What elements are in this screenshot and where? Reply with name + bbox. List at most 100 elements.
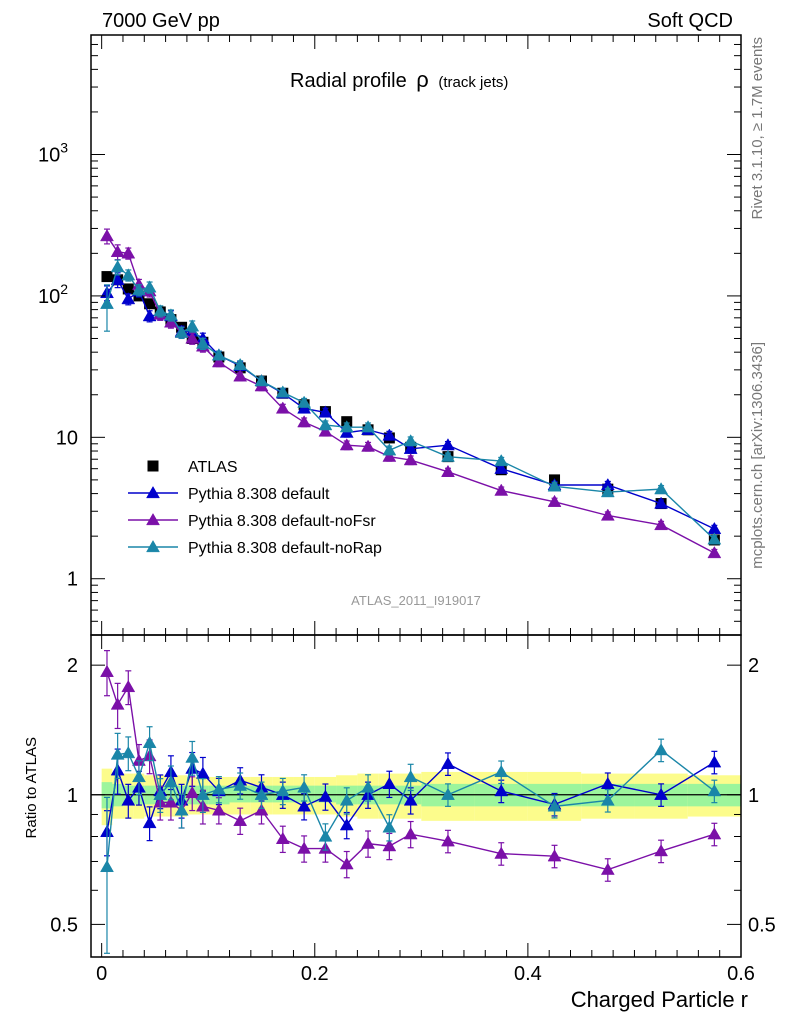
ratio-y-tick-label: 0.5: [50, 914, 78, 936]
ratio-series-2-point: [142, 735, 157, 748]
legend-label: ATLAS: [188, 459, 238, 476]
series-0-point: [122, 283, 134, 295]
ratio-series-2-point: [153, 787, 168, 800]
series-2-point: [275, 401, 290, 414]
series-3-point: [233, 357, 248, 371]
analysis-watermark: ATLAS_2011_I919017: [351, 593, 481, 608]
ratio-series-0-point: [441, 756, 455, 769]
series-1-point: [121, 292, 136, 305]
ratio-series-2-point: [233, 778, 248, 791]
ratio-series-0-point: [403, 793, 418, 806]
y-tick-label: 102: [38, 281, 68, 308]
series-3-point: [174, 325, 189, 338]
series-3-point: [100, 296, 114, 309]
ratio-series-2-point: [211, 782, 226, 795]
ratio-series-0-point: [339, 818, 354, 831]
series-3-point: [707, 532, 722, 545]
ratio-series-0-point: [494, 784, 509, 797]
series-2-point: [600, 508, 615, 521]
ratio-series-2-point: [132, 769, 146, 783]
header-right: Soft QCD: [647, 10, 733, 32]
ratio-series-0-point: [600, 776, 615, 790]
ratio-series-2-point: [174, 803, 189, 816]
main-plot-marks: [100, 228, 722, 559]
series-2-point: [339, 438, 354, 451]
series-1-point: [494, 461, 509, 474]
ratio-series-0-point: [382, 776, 397, 790]
main-plot-ticks: 1 10 102 103: [38, 34, 742, 636]
x-tick-label: 0: [96, 963, 107, 985]
ratio-series-2-point: [654, 743, 669, 756]
series-3-point: [211, 348, 226, 361]
series-3-point: [318, 418, 333, 431]
series-1-point: [441, 438, 455, 451]
ratio-series-0-point: [142, 815, 157, 829]
series-2-point: [318, 424, 333, 437]
ratio-series-1-point: [600, 862, 615, 875]
series-2-point: [211, 355, 226, 368]
series-3-point: [441, 449, 455, 462]
series-1-point: [707, 521, 722, 535]
series-3-point: [361, 420, 375, 433]
ratio-series-1-point: [339, 857, 354, 870]
ratio-series-2-point: [441, 787, 455, 800]
ratio-series-0-point: [121, 793, 136, 806]
ratio-y-tick-label-right: 1: [748, 785, 759, 807]
series-2-point: [707, 546, 722, 559]
header-left: 7000 GeV pp: [102, 10, 220, 32]
ratio-series-1-point: [100, 664, 114, 677]
y-tick-label: 10: [56, 427, 78, 449]
ratio-series-0-point: [654, 787, 669, 800]
series-3-point: [600, 485, 615, 498]
ratio-y-tick-label-right: 2: [748, 655, 759, 677]
ratio-series-1-point: [707, 827, 722, 840]
series-2-point: [100, 229, 114, 242]
ratio-series-1-point: [163, 795, 178, 808]
ratio-series-2-point: [547, 799, 562, 812]
legend-marker: [146, 539, 160, 553]
series-2-line: [106, 235, 715, 554]
series-1-point: [142, 309, 157, 322]
ratio-y-tick-label-right: 0.5: [748, 914, 776, 936]
series-2-point: [233, 369, 248, 382]
series-3-point: [254, 374, 269, 387]
series-2-point: [494, 483, 509, 496]
ratio-series-2-point: [297, 780, 312, 793]
ratio-series-2-point: [185, 750, 200, 763]
ratio-series-1-point: [110, 697, 125, 710]
series-3-point: [654, 482, 669, 495]
ratio-series-2-point: [121, 746, 136, 759]
ratio-series-1-point: [361, 836, 375, 849]
ratio-series-1-point: [233, 813, 248, 826]
series-3-point: [297, 395, 312, 408]
ratio-plot-ticks: 0 0.2 0.4 0.6 0.5 0.5 1 1 2 2: [50, 635, 776, 985]
ratio-series-2-point: [195, 787, 210, 800]
legend-marker: [146, 512, 160, 526]
ratio-y-tick-label: 1: [67, 785, 78, 807]
ratio-ylabel: Ratio to ATLAS: [23, 737, 40, 838]
legend-label: Pythia 8.308 default: [188, 486, 330, 503]
ratio-series-2-line: [106, 742, 715, 867]
ratio-series-1-point: [403, 827, 418, 840]
ratio-series-0-point: [297, 799, 312, 812]
series-3-point: [163, 308, 178, 321]
series-2-point: [110, 244, 125, 257]
ratio-series-2-point: [100, 859, 114, 873]
ratio-series-1-point: [494, 846, 509, 859]
ratio-series-1-point: [297, 841, 312, 854]
series-3-point: [195, 336, 210, 349]
plot-title-symbol: ρ: [416, 67, 429, 92]
plot-title-main: Radial profile: [290, 70, 407, 92]
ratio-series-2-point: [403, 769, 418, 783]
series-3-point: [132, 283, 146, 296]
series-2-point: [185, 331, 200, 344]
series-3-point: [185, 319, 200, 332]
ratio-series-0-point: [707, 755, 722, 768]
x-tick-label: 0.4: [514, 963, 542, 985]
ratio-series-1-point: [441, 834, 455, 847]
mcplots-label: mcplots.cern.ch [arXiv:1306.3436]: [749, 342, 766, 569]
ratio-series-2-point: [707, 784, 722, 797]
series-1-point: [318, 405, 333, 418]
